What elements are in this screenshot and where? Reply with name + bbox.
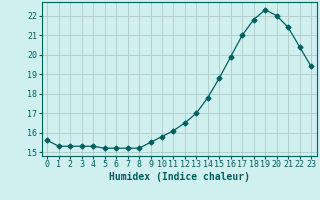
X-axis label: Humidex (Indice chaleur): Humidex (Indice chaleur) <box>109 172 250 182</box>
